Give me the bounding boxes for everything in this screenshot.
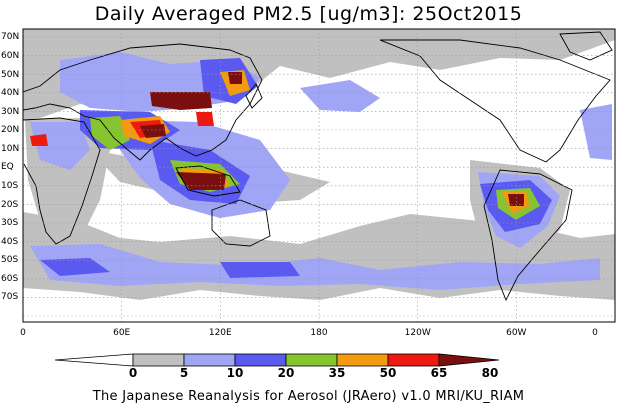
colorbar-swatch-0 [54,353,134,367]
colorbar-swatch-4 [285,353,338,367]
colorbar-label-0: 0 [128,366,138,380]
lat-label-40s: 40S [1,237,19,247]
pm25-band-darkred-china [150,92,212,110]
lat-label-60s: 60S [1,274,19,284]
lon-label-120e: 120E [208,328,232,338]
lat-label-20s: 20S [1,200,19,210]
lon-label-120w: 120W [404,328,431,338]
pm25-band-lightblue-atl [580,104,612,160]
lon-label-60e: 60E [113,328,131,338]
coastlines [23,31,613,302]
lon-label-0-east: 0 [592,328,598,338]
lat-label-30s: 30S [1,218,19,228]
graticule [23,29,615,322]
data-source-credit: The Japanese Reanalysis for Aerosol (JRA… [92,389,525,404]
colorbar-swatch-5 [336,353,389,367]
colorbar-swatch-6 [387,353,440,367]
lat-label-eq: EQ [1,162,14,172]
lat-label-10s: 10S [1,181,19,191]
colorbar-label-80: 80 [481,366,499,380]
coast-australia [211,199,271,247]
colorbar-label-65: 65 [430,366,448,380]
map-frame [22,28,616,323]
pm25-band-red-2 [30,134,48,146]
lat-label-60n: 60N [1,51,20,61]
lat-label-40n: 40N [1,88,20,98]
coast-samerica [483,169,573,302]
lat-label-10n: 10N [1,144,20,154]
coast-eurasia [23,43,263,161]
lon-label-0: 0 [20,328,26,338]
pm25-band-blue-4 [220,262,300,278]
coast-africa [23,117,101,245]
map-title: Daily Averaged PM2.5 [ug/m3]: 25Oct2015 [94,3,523,25]
lon-label-60w: 60W [506,328,527,338]
pm25-band-darkred-ne [228,72,242,84]
colorbar-label-50: 50 [379,366,397,380]
colorbar-label-35: 35 [328,366,346,380]
lat-label-50s: 50S [1,255,19,265]
colorbar-swatch-2 [183,353,236,367]
pm25-band-blue-3 [40,258,110,276]
lat-label-30n: 30N [1,107,20,117]
colorbar-swatch-3 [234,353,287,367]
lon-label-180: 180 [310,328,328,338]
colorbar-swatch-7 [438,353,500,367]
coast-greenland [559,31,613,61]
colorbar-swatch-1 [132,353,185,367]
coast-namerica [379,39,611,163]
coast-japan [245,83,263,109]
lat-label-70n: 70N [1,32,20,42]
colorbar-label-5: 5 [179,366,189,380]
pm25-band-red-3 [196,112,214,126]
lat-label-50n: 50N [1,70,20,80]
coast-indo [175,165,241,197]
pm25-band-lightblue-pac [300,80,380,112]
lat-label-20n: 20N [1,125,20,135]
pm25-band-darkred-india [140,124,166,138]
lat-label-70s: 70S [1,292,19,302]
pm25-band-darkred-brazil [508,194,524,206]
pm25-band-lightblue-afr [30,122,90,170]
colorbar-label-10: 10 [226,366,244,380]
colorbar-label-20: 20 [277,366,295,380]
